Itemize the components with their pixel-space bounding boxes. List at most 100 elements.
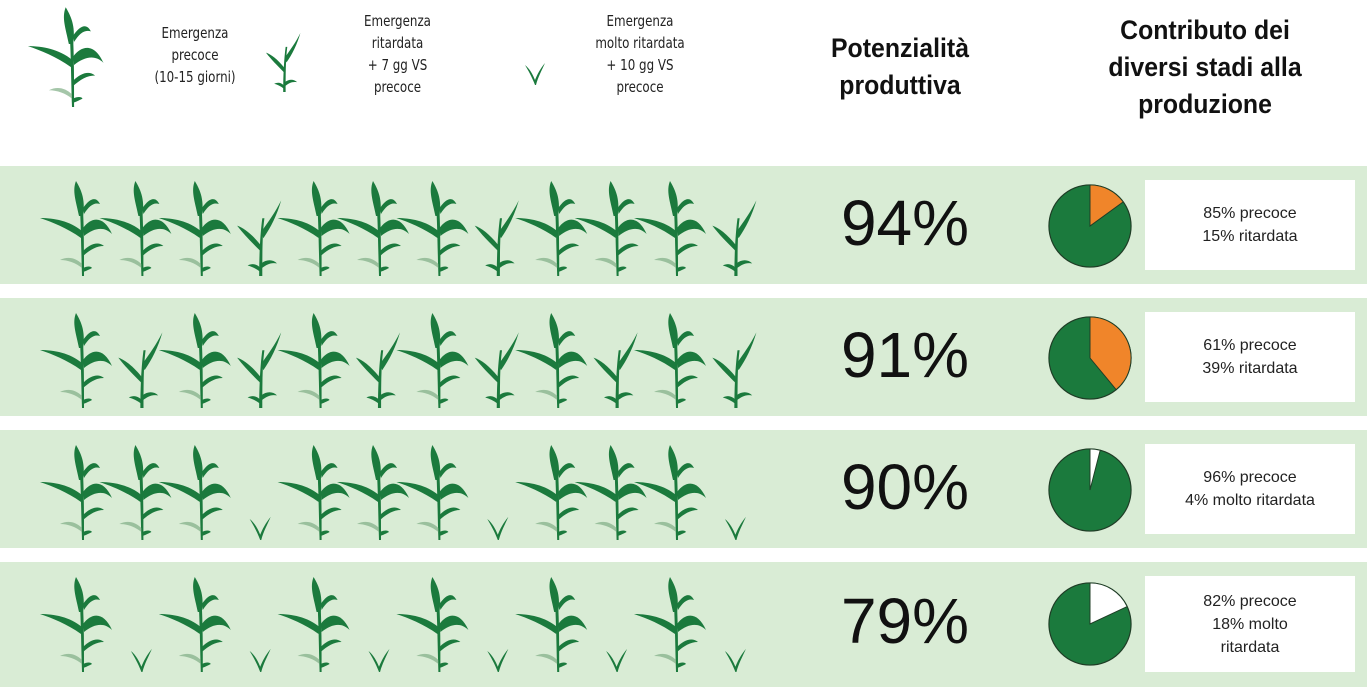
- corn-plant-medium-icon: [265, 32, 301, 92]
- corn-sprout-small-icon: [487, 648, 509, 672]
- pie-chart: [1048, 316, 1132, 400]
- legend-line: + 10 gg VS: [606, 56, 674, 74]
- pie-slice-ritardata: [1089, 184, 1124, 227]
- corn-plant-large-icon: [396, 313, 469, 408]
- corn-plant-large-icon: [515, 181, 588, 276]
- legend-ritardata-text: Emergenza ritardata + 7 gg VS precoce: [338, 10, 457, 98]
- corn-plant-medium-icon: [712, 332, 757, 408]
- potential-value: 94%: [840, 187, 970, 259]
- pie-chart: [1048, 184, 1132, 268]
- corn-plant-large-icon: [396, 577, 469, 672]
- legend-line: molto ritardata: [595, 34, 685, 52]
- corn-plant-large-icon: [158, 577, 231, 672]
- contribution-label: 85% precoce 15% ritardata: [1145, 180, 1355, 270]
- corn-plant-large-icon: [277, 313, 350, 408]
- plant-row: [40, 313, 757, 408]
- corn-plant-large-icon: [515, 577, 588, 672]
- corn-plant-large-icon: [396, 445, 469, 540]
- corn-plant-large-icon: [337, 445, 409, 540]
- corn-plant-large-icon: [337, 181, 409, 276]
- corn-plant-large-icon: [634, 577, 706, 672]
- corn-plant-large-icon: [99, 181, 172, 276]
- label-line: 4% molto ritardata: [1185, 492, 1315, 509]
- plant-row: [40, 577, 746, 672]
- corn-sprout-small-icon: [724, 648, 746, 672]
- corn-plant-large-icon: [99, 445, 172, 540]
- corn-plant-medium-icon: [712, 200, 757, 276]
- legend-line: Emergenza: [161, 24, 229, 42]
- legend-line: precoce: [171, 46, 219, 64]
- header-line: Potenzialità: [830, 33, 970, 63]
- corn-plant-large-icon: [40, 181, 112, 276]
- corn-plant-medium-icon: [118, 332, 163, 408]
- corn-plant-large-icon: [396, 181, 469, 276]
- corn-plant-large-icon: [515, 313, 588, 408]
- corn-plant-large-icon: [27, 7, 104, 107]
- header-line: produttiva: [839, 70, 961, 100]
- scenario-row: 90% 96% precoce 4% molto ritardata: [0, 430, 1367, 548]
- corn-sprout-small-icon: [130, 648, 152, 672]
- corn-plant-medium-icon: [474, 200, 519, 276]
- corn-plant-medium-icon: [355, 332, 400, 408]
- corn-plant-large-icon: [40, 313, 112, 408]
- scenario-row: 79% 82% precoce 18% molto ritardata: [0, 562, 1367, 687]
- contribution-label: 96% precoce 4% molto ritardata: [1145, 444, 1355, 534]
- potential-value: 90%: [840, 451, 970, 523]
- header-potential: Potenzialità produttiva: [799, 30, 1001, 104]
- potential-value: 79%: [840, 585, 970, 657]
- legend-molto-ritardata-text: Emergenza molto ritardata + 10 gg VS pre…: [574, 10, 706, 98]
- legend-precoce-text: Emergenza precoce (10-15 giorni): [138, 22, 252, 88]
- potential-value: 91%: [840, 319, 970, 391]
- corn-plant-large-icon: [574, 181, 647, 276]
- label-line: 96% precoce: [1203, 469, 1297, 486]
- corn-sprout-small-icon: [606, 648, 628, 672]
- corn-plant-medium-icon: [237, 332, 282, 408]
- label-line: 85% precoce: [1203, 205, 1297, 222]
- contribution-label: 61% precoce 39% ritardata: [1145, 312, 1355, 402]
- corn-sprout-small-icon: [368, 648, 390, 672]
- corn-plant-large-icon: [277, 181, 350, 276]
- contribution-label: 82% precoce 18% molto ritardata: [1145, 576, 1355, 672]
- corn-plant-large-icon: [634, 445, 706, 540]
- corn-plant-large-icon: [40, 445, 112, 540]
- pie-slice-molto-ritardata: [1089, 448, 1101, 491]
- corn-plant-medium-icon: [593, 332, 638, 408]
- corn-plant-large-icon: [158, 181, 231, 276]
- header-contribution: Contributo dei diversi stadi alla produz…: [1081, 12, 1329, 123]
- label-line: 15% ritardata: [1202, 228, 1298, 245]
- pie-chart: [1048, 582, 1132, 666]
- legend-line: + 7 gg VS: [367, 56, 428, 74]
- pie-slice-ritardata: [1089, 316, 1132, 391]
- scenario-row: 91% 61% precoce 39% ritardata: [0, 298, 1367, 416]
- label-line: 82% precoce: [1203, 592, 1297, 610]
- legend-line: Emergenza: [364, 12, 431, 30]
- pie-chart: [1048, 448, 1132, 532]
- corn-sprout-small-icon: [525, 63, 545, 85]
- corn-plant-large-icon: [158, 445, 231, 540]
- corn-sprout-small-icon: [724, 516, 746, 540]
- header-line: produzione: [1138, 89, 1272, 119]
- header-line: diversi stadi alla: [1108, 52, 1302, 82]
- label-line: 18% molto: [1212, 615, 1288, 633]
- corn-sprout-small-icon: [249, 648, 271, 672]
- legend-line: precoce: [616, 78, 664, 96]
- legend-line: precoce: [373, 78, 422, 96]
- legend-line: (10-15 giorni): [154, 68, 236, 86]
- scenario-row: 94% 85% precoce 15% ritardata: [0, 166, 1367, 284]
- pie-slice-molto-ritardata: [1089, 582, 1128, 625]
- plant-row: [40, 181, 757, 276]
- corn-plant-large-icon: [515, 445, 588, 540]
- label-line: 39% ritardata: [1202, 360, 1298, 377]
- corn-plant-large-icon: [158, 313, 231, 408]
- corn-plant-medium-icon: [237, 200, 282, 276]
- corn-plant-large-icon: [574, 445, 647, 540]
- corn-plant-large-icon: [277, 445, 350, 540]
- legend-line: ritardata: [371, 34, 424, 52]
- label-line: ritardata: [1220, 638, 1280, 656]
- header-line: Contributo dei: [1120, 15, 1290, 45]
- label-line: 61% precoce: [1203, 337, 1297, 354]
- corn-plant-large-icon: [634, 313, 706, 408]
- corn-plant-large-icon: [277, 577, 350, 672]
- corn-sprout-small-icon: [487, 516, 509, 540]
- corn-plant-large-icon: [634, 181, 706, 276]
